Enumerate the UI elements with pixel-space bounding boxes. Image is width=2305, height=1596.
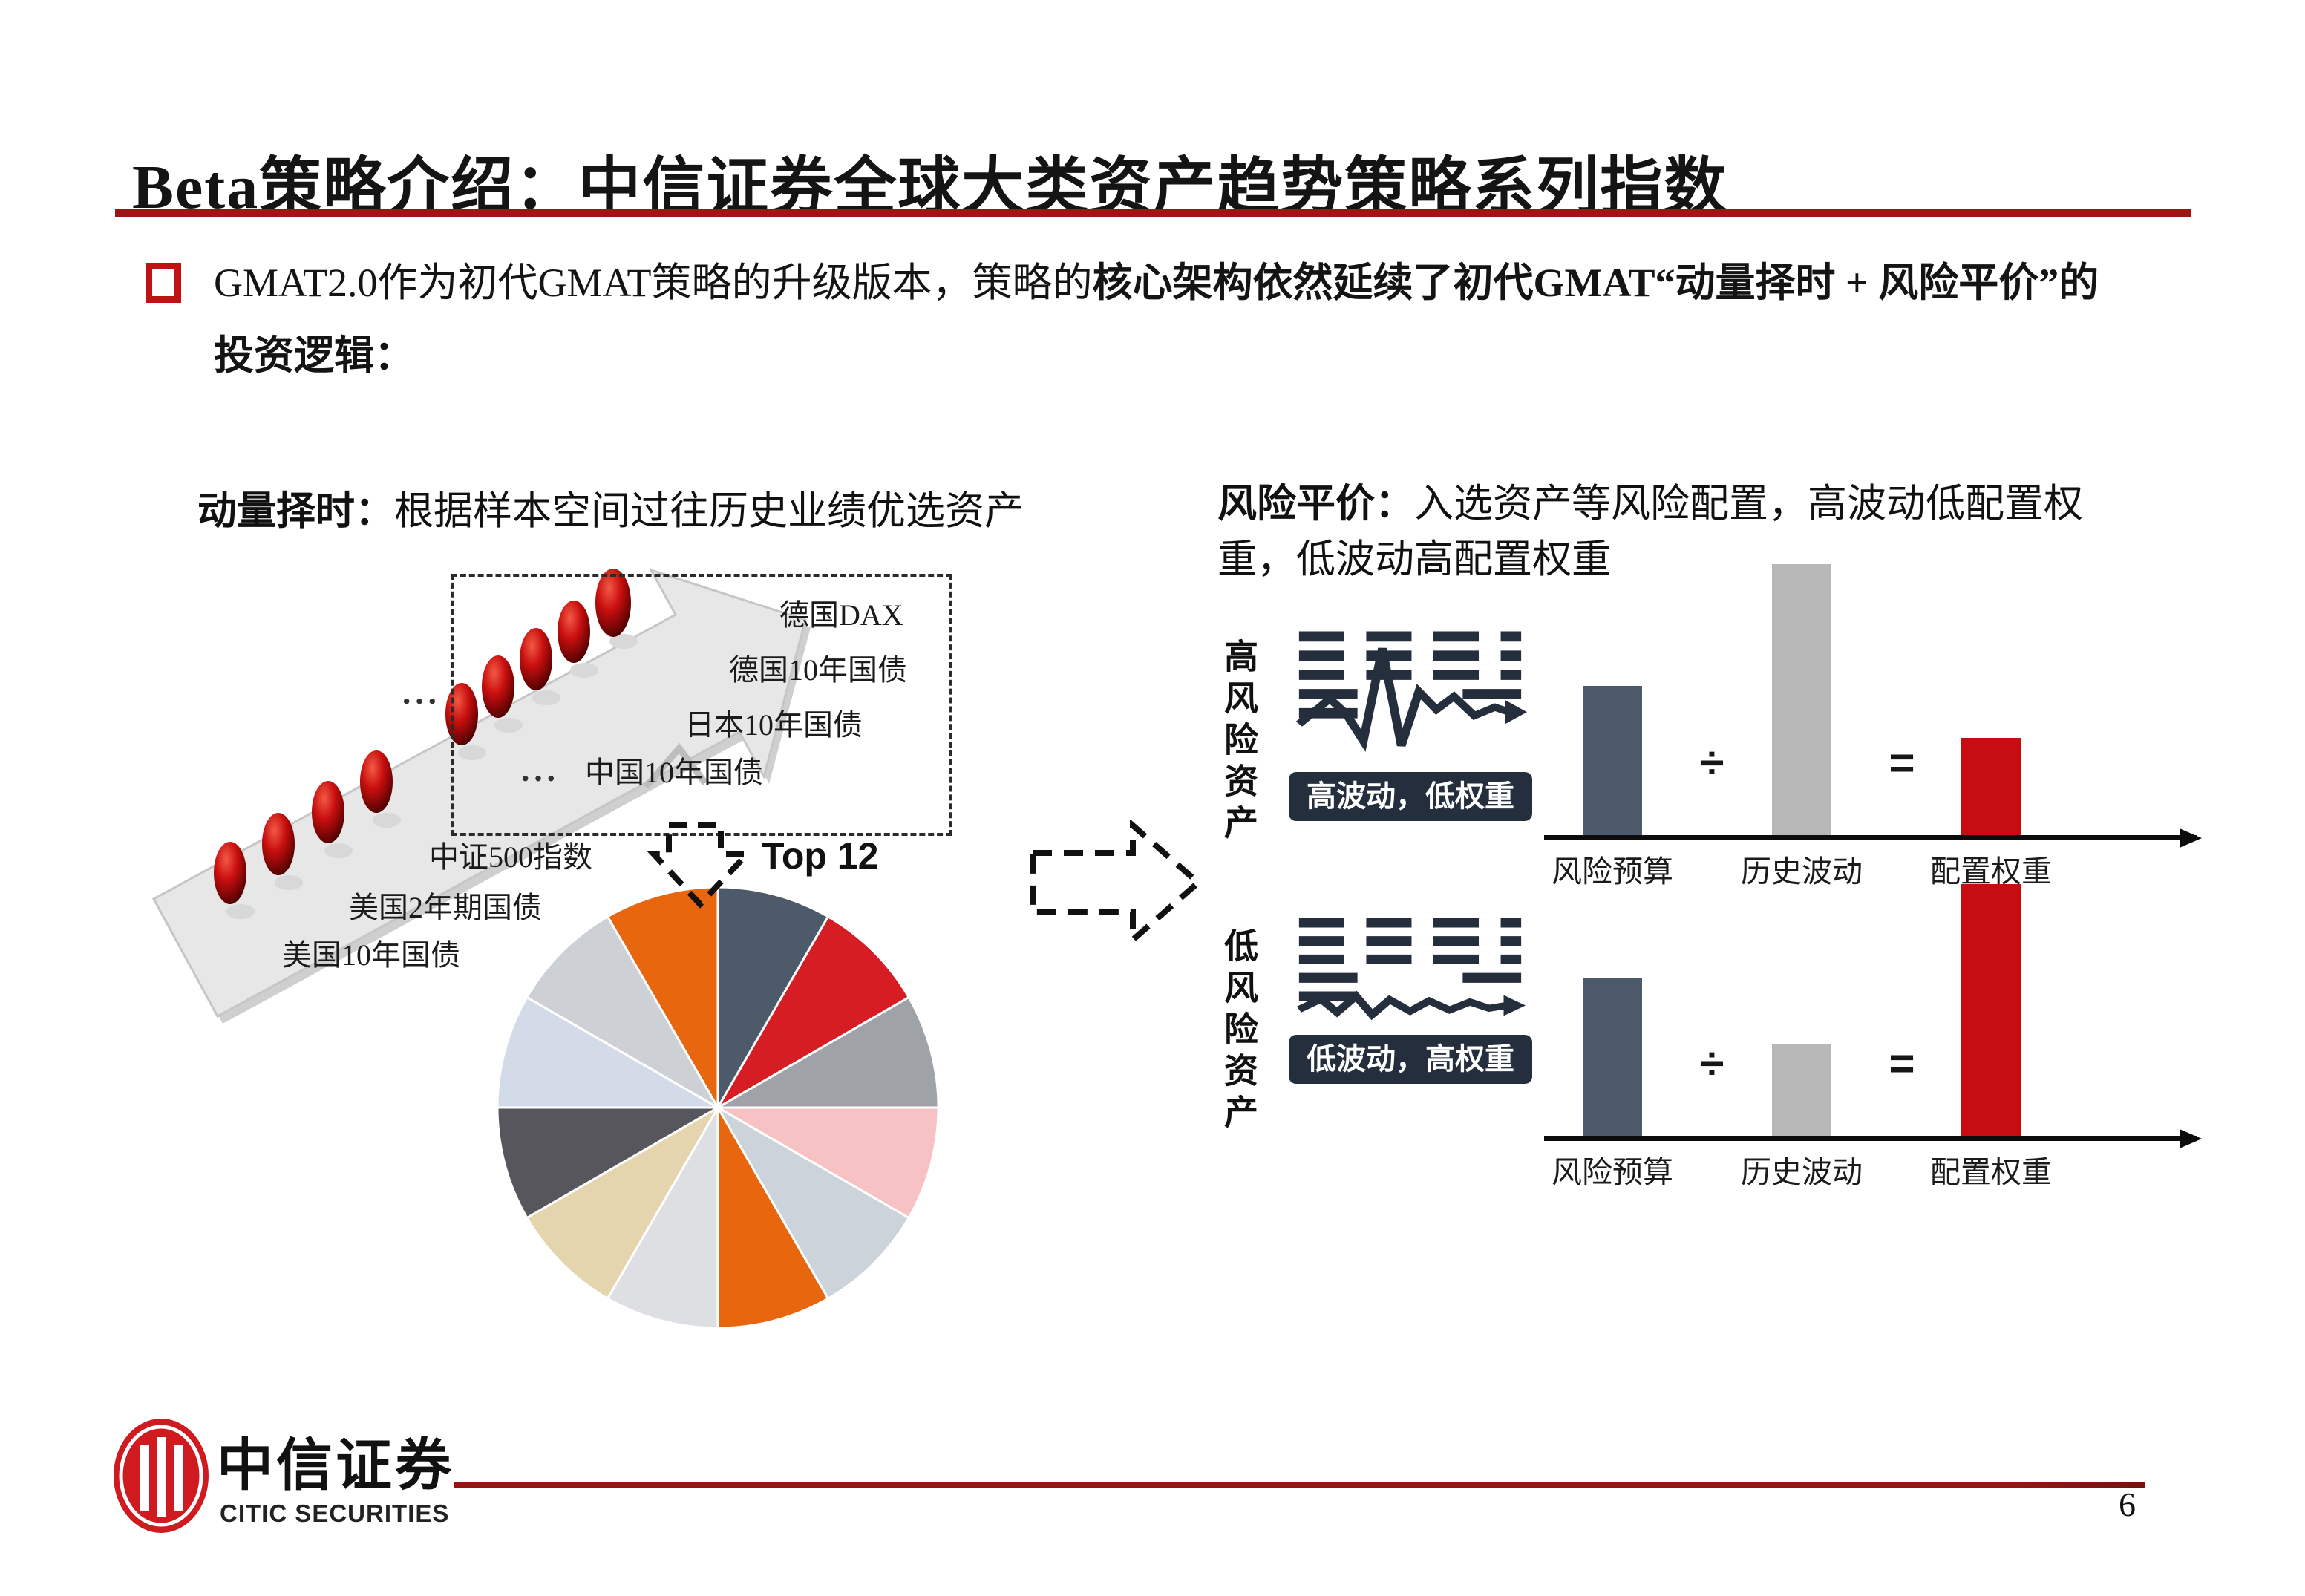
bar-配置权重	[1961, 884, 2021, 1136]
logo-chinese-name: 中信证券	[217, 1435, 454, 1497]
citic-logo-icon	[114, 1419, 209, 1533]
asset-label-us10y: 美国10年国债	[282, 938, 460, 972]
arrow-body	[151, 568, 807, 1018]
operator-divide: ÷	[1699, 1039, 1724, 1088]
x-axis-arrowhead	[2180, 1129, 2202, 1148]
down-arrow-icon	[647, 822, 754, 909]
dot-shadows	[226, 634, 638, 919]
asset-label-csi500: 中证500指数	[429, 840, 592, 874]
bar-风险预算	[1583, 686, 1642, 835]
pie-slice-2	[714, 915, 911, 1111]
asset-label-cn-bond: 中国10年国债	[585, 756, 763, 789]
axis-category-label: 风险预算	[1552, 854, 1673, 889]
asset-label-de-dax: 德国DAX	[779, 598, 903, 632]
asset-label-de-bond: 德国10年国债	[729, 653, 907, 687]
ellipsis-left: ···	[401, 682, 440, 720]
sample-space-dashed-box	[451, 574, 952, 836]
pie-slice-7	[606, 1103, 719, 1330]
x-axis	[1544, 835, 2197, 840]
pie-slice-8	[525, 1104, 722, 1301]
logo-english-name: CITIC SECURITIES	[220, 1499, 450, 1527]
bullet-line2: 投资逻辑：	[214, 333, 414, 379]
axis-category-label: 风险预算	[1552, 1155, 1673, 1189]
operator-equals: =	[1889, 1039, 1915, 1088]
bullet-bold: 核心架构依然延续了初代GMAT“动量择时 + 风险平价”的	[1092, 261, 2099, 305]
axis-category-label: 历史波动	[1741, 854, 1863, 889]
x-axis-arrowhead	[2180, 828, 2202, 848]
momentum-heading-rest: 根据样本空间过往历史业绩优选资产	[394, 490, 1024, 533]
pie-chart	[495, 885, 941, 1330]
pie-slice-9	[496, 1106, 722, 1220]
top12-label: Top 12	[762, 835, 879, 877]
risk-parity-heading: 风险平价：入选资产等风险配置，高波动低配置权重，低波动高配置权重	[1217, 477, 2112, 589]
pie-slice-6	[716, 1103, 830, 1330]
axis-category-label: 历史波动	[1741, 1155, 1863, 1189]
risk-parity-heading-rest: 入选资产等风险配置，高波动低配置权重，低波动高配置权重	[1217, 483, 2083, 582]
operator-divide: ÷	[1699, 738, 1724, 788]
pie-slice-10	[496, 995, 722, 1109]
pie-slice-3	[713, 995, 940, 1109]
axis-category-label: 配置权重	[1930, 854, 2052, 889]
bar-风险预算	[1583, 978, 1642, 1136]
side-label-low-risk: 低风险资产	[1220, 928, 1258, 1136]
bar-chart-high-risk: 风险预算 历史波动 配置权重 ÷ =	[1544, 564, 2202, 889]
bar-chart-low-risk: 风险预算 历史波动 配置权重 ÷ =	[1544, 855, 2202, 1189]
ellipsis-bottom: ···	[520, 759, 559, 797]
high-volatility-icon	[1295, 631, 1527, 753]
right-arrow-icon	[1030, 820, 1203, 946]
side-label-high-risk: 高风险资产	[1220, 638, 1258, 846]
asset-label-us2y: 美国2年期国债	[349, 891, 542, 924]
bullet-square-icon	[146, 263, 181, 303]
x-axis	[1544, 1136, 2197, 1141]
title-rule	[115, 209, 2191, 217]
pie-slice-4	[713, 1106, 940, 1220]
bullet-paragraph: GMAT2.0作为初代GMAT策略的升级版本，策略的核心架构依然延续了初代GMA…	[214, 246, 2174, 393]
footer-rule	[454, 1482, 2145, 1488]
pie-slice-1	[716, 886, 830, 1112]
operator-equals: =	[1889, 738, 1915, 788]
momentum-heading: 动量择时：根据样本空间过往历史业绩优选资产	[197, 480, 1024, 536]
pie-slice-5	[714, 1104, 911, 1301]
axis-category-label: 配置权重	[1930, 1155, 2052, 1189]
badge-high-vol-low-weight: 高波动，低权重	[1289, 772, 1532, 821]
page-number: 6	[2119, 1485, 2136, 1523]
trend-arrow-graphic	[151, 568, 811, 1024]
bar-历史波动	[1772, 1044, 1831, 1136]
momentum-heading-bold: 动量择时：	[197, 490, 394, 533]
asset-label-jp-bond: 日本10年国债	[684, 708, 863, 742]
low-volatility-icon	[1296, 918, 1526, 1021]
arrow-fold	[643, 742, 708, 789]
pie-slice-11	[525, 915, 722, 1111]
bullet-regular: GMAT2.0作为初代GMAT策略的升级版本，策略的	[214, 261, 1093, 305]
risk-parity-heading-bold: 风险平价：	[1217, 483, 1414, 526]
bar-配置权重	[1961, 738, 2021, 835]
badge-low-vol-high-weight: 低波动，高权重	[1289, 1035, 1532, 1084]
bar-历史波动	[1772, 564, 1831, 835]
